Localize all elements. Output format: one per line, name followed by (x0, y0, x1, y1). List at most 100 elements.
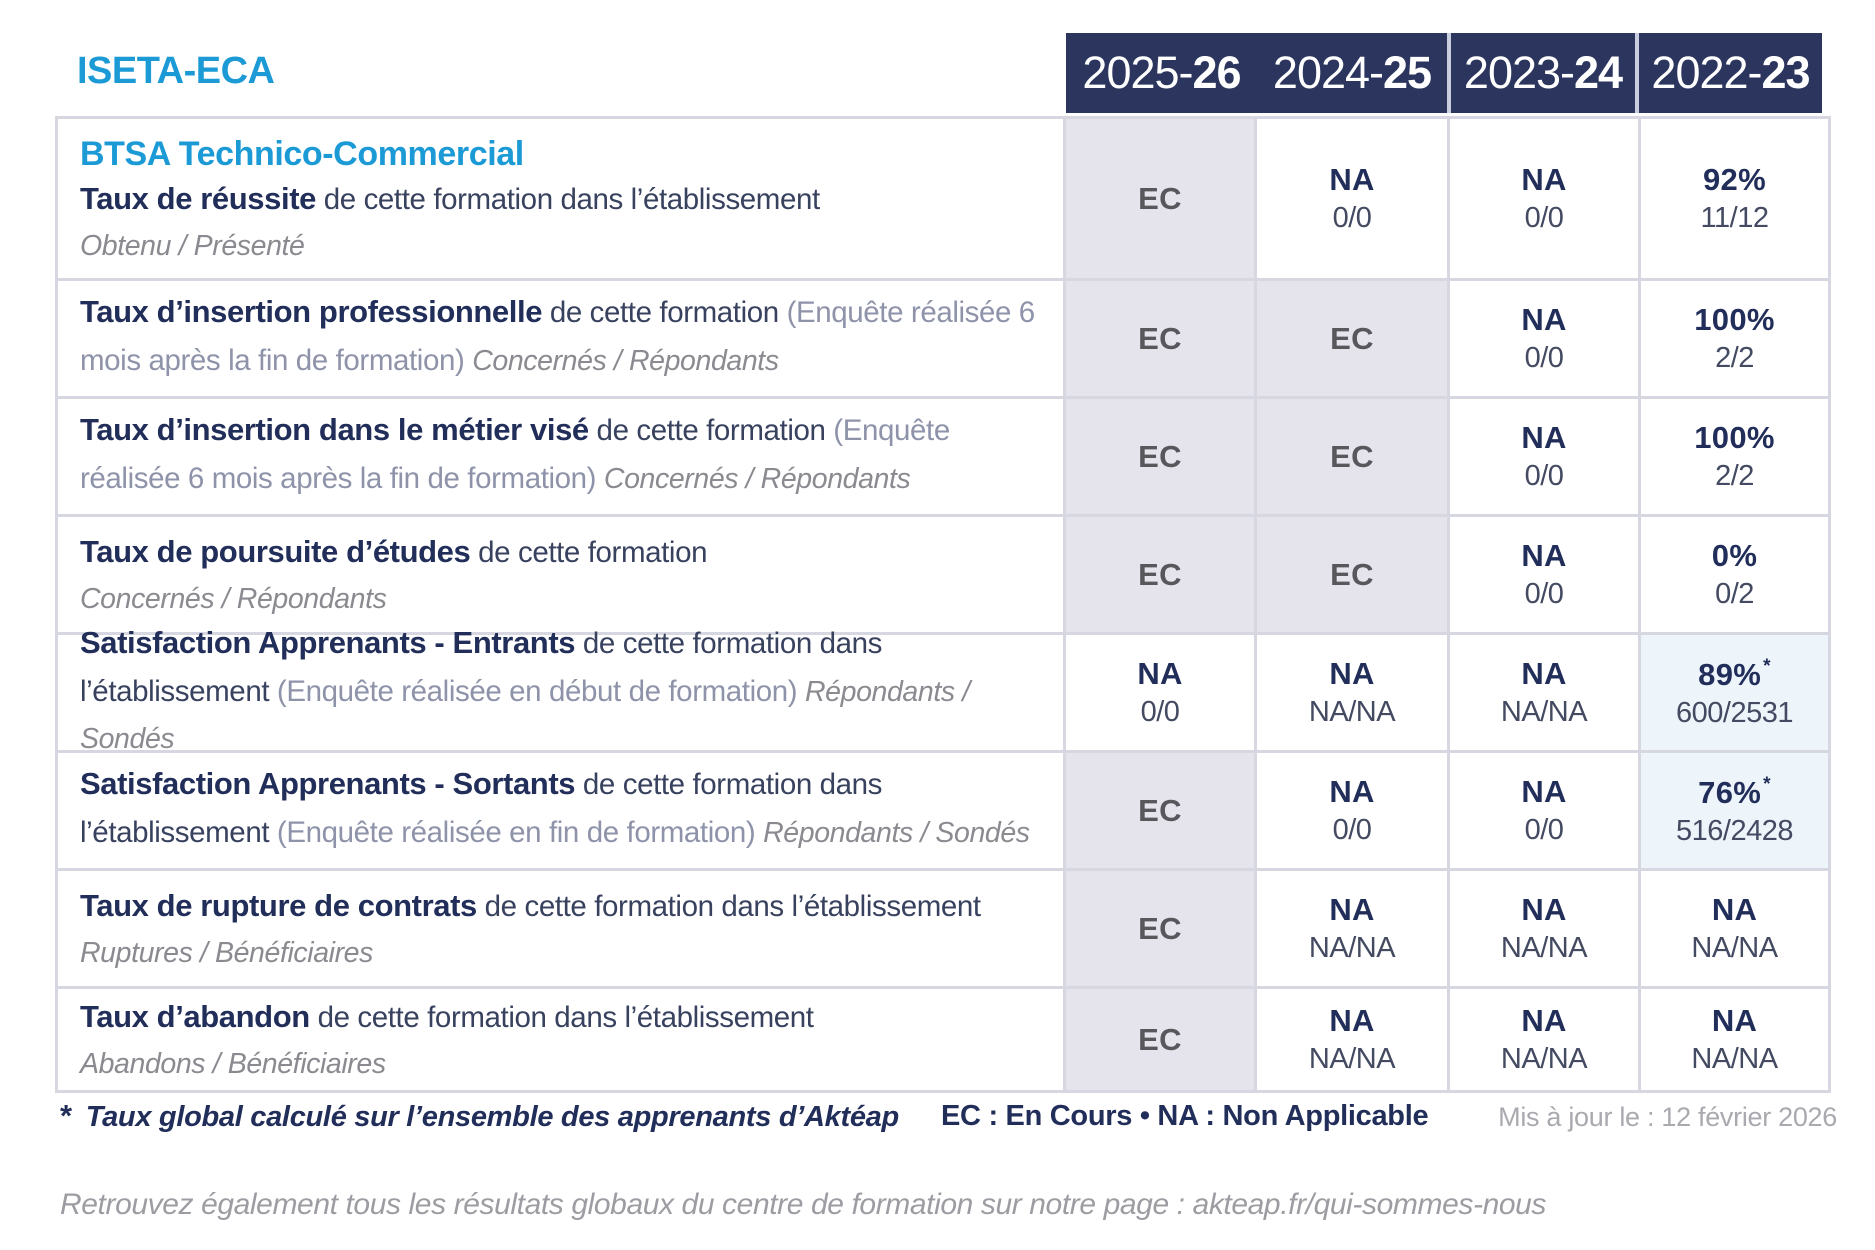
value-main: NA (1329, 774, 1375, 809)
value-detail: 2/2 (1715, 460, 1754, 492)
results-table: BTSA Technico-Commercial Taux de réussite… (55, 116, 1831, 1093)
indicator-description: Taux de poursuite d’études de cette form… (80, 534, 708, 569)
value-main: NA (1711, 892, 1758, 927)
value-detail: 516/2428 (1676, 814, 1793, 847)
year-prefix: 2025- (1082, 47, 1193, 98)
value-detail: 0/0 (1140, 696, 1180, 728)
indicator-description: Taux d’insertion dans le métier visé de … (80, 412, 950, 495)
value-main: NA (1329, 892, 1375, 927)
row-label-2: Taux d’insertion professionnelle de cett… (58, 281, 1063, 396)
value-detail: 0/0 (1524, 814, 1564, 846)
value-detail: NA/NA (1691, 932, 1778, 964)
value-main: NA (1521, 538, 1567, 573)
value-main: 92% (1703, 162, 1766, 197)
indicator-description: Satisfaction Apprenants - Sortants de ce… (80, 766, 1030, 849)
value-main: NA (1521, 892, 1567, 927)
value-cell-r7-c3: NA NA/NA (1450, 871, 1638, 986)
row-label-5: Satisfaction Apprenants - Entrants de ce… (58, 625, 1063, 755)
value-main: EC (1330, 438, 1374, 474)
value-detail: 2/2 (1715, 342, 1754, 374)
value-cell-r4-c2: EC (1257, 517, 1447, 632)
year-header-row: 2025- 26 2024- 25 2023- 24 2022- 23 (1066, 33, 1822, 113)
year-prefix: 2024- (1272, 47, 1384, 98)
value-detail: NA/NA (1308, 932, 1396, 964)
value-cell-r8-c4: NA NA/NA (1641, 989, 1828, 1090)
row-label-3: Taux d’insertion dans le métier visé de … (58, 399, 1063, 514)
year-suffix: 23 (1761, 47, 1811, 98)
value-cell-r2-c1: EC (1066, 281, 1254, 396)
value-cell-r8-c3: NA NA/NA (1450, 989, 1638, 1090)
indicator-description: Taux d’abandon de cette formation dans l… (80, 999, 814, 1034)
value-cell-r2-c4: 100% 2/2 (1641, 281, 1828, 396)
value-cell-r6-c1: EC (1066, 753, 1254, 868)
value-cell-r6-c2: NA 0/0 (1257, 753, 1447, 868)
indicator-description: Taux de rupture de contrats de cette for… (80, 888, 981, 923)
value-main: 100% (1694, 420, 1775, 455)
year-column-header-2025-26: 2025- 26 (1066, 33, 1257, 113)
row-label-4: Taux de poursuite d’études de cette form… (58, 517, 1063, 632)
asterisk-marker: * (1763, 773, 1771, 795)
indicator-subline: Ruptures / Bénéficiaires (80, 937, 373, 969)
value-main: 89% * (1698, 655, 1771, 692)
year-column-header-2024-25: 2024- 25 (1257, 33, 1447, 113)
footnote-asterisk: * (60, 1098, 72, 1133)
asterisk-marker: * (1763, 655, 1771, 677)
value-detail: 0/0 (1524, 342, 1564, 374)
indicator-subline: Concernés / Répondants (80, 583, 387, 615)
year-column-header-2022-23: 2022- 23 (1635, 33, 1822, 113)
value-main: NA (1521, 302, 1567, 337)
value-cell-r3-c2: EC (1257, 399, 1447, 514)
value-main: 100% (1694, 302, 1775, 337)
value-cell-r3-c3: NA 0/0 (1450, 399, 1638, 514)
value-main: NA (1521, 656, 1567, 691)
value-cell-r1-c2: NA 0/0 (1257, 119, 1447, 278)
value-cell-r5-c4: 89% * 600/2531 (1641, 635, 1828, 750)
value-cell-r7-c2: NA NA/NA (1257, 871, 1447, 986)
value-main: NA (1137, 656, 1183, 691)
value-cell-r4-c1: EC (1066, 517, 1254, 632)
value-detail: 0/0 (1332, 202, 1372, 234)
value-detail: NA/NA (1500, 696, 1588, 728)
footnote: * Taux global calculé sur l’ensemble des … (60, 1098, 899, 1134)
value-main: NA (1711, 1003, 1758, 1038)
year-suffix: 25 (1383, 47, 1432, 98)
value-cell-r5-c3: NA NA/NA (1450, 635, 1638, 750)
value-cell-r2-c2: EC (1257, 281, 1447, 396)
value-cell-r3-c1: EC (1066, 399, 1254, 514)
value-detail: NA/NA (1691, 1043, 1778, 1075)
value-main: NA (1329, 1003, 1375, 1038)
value-main: NA (1521, 162, 1567, 197)
value-cell-r7-c4: NA NA/NA (1641, 871, 1828, 986)
value-detail: 0/2 (1715, 578, 1754, 610)
row-label-8: Taux d’abandon de cette formation dans l… (58, 989, 1063, 1090)
year-prefix: 2022- (1651, 47, 1762, 98)
value-detail: 0/0 (1524, 460, 1564, 492)
value-detail: 600/2531 (1676, 696, 1793, 729)
year-suffix: 26 (1192, 47, 1242, 98)
value-detail: NA/NA (1500, 932, 1588, 964)
value-cell-r6-c3: NA 0/0 (1450, 753, 1638, 868)
row-label-1: BTSA Technico-Commercial Taux de réussite… (58, 119, 1063, 278)
value-detail: 11/12 (1700, 202, 1769, 234)
value-cell-r4-c3: NA 0/0 (1450, 517, 1638, 632)
year-prefix: 2023- (1463, 47, 1575, 98)
value-main: EC (1330, 556, 1374, 592)
establishment-name: ISETA-ECA (77, 50, 275, 92)
value-cell-r1-c4: 92% 11/12 (1641, 119, 1828, 278)
year-column-header-2023-24: 2023- 24 (1447, 33, 1635, 113)
value-cell-r1-c1: EC (1066, 119, 1254, 278)
program-title: BTSA Technico-Commercial (80, 135, 524, 173)
indicator-description: Satisfaction Apprenants - Entrants de ce… (80, 624, 970, 755)
abbreviation-legend: EC : En Cours • NA : Non Applicable (941, 1100, 1429, 1132)
value-main: 0% (1711, 538, 1758, 573)
row-label-6: Satisfaction Apprenants - Sortants de ce… (58, 753, 1063, 868)
value-cell-r8-c2: NA NA/NA (1257, 989, 1447, 1090)
value-main: EC (1138, 792, 1182, 828)
value-detail: 0/0 (1332, 814, 1372, 846)
row-label-7: Taux de rupture de contrats de cette for… (58, 871, 1063, 986)
value-detail: NA/NA (1308, 696, 1396, 728)
value-main: NA (1521, 420, 1567, 455)
value-main: EC (1138, 180, 1182, 216)
value-main: EC (1138, 438, 1182, 474)
value-cell-r7-c1: EC (1066, 871, 1254, 986)
